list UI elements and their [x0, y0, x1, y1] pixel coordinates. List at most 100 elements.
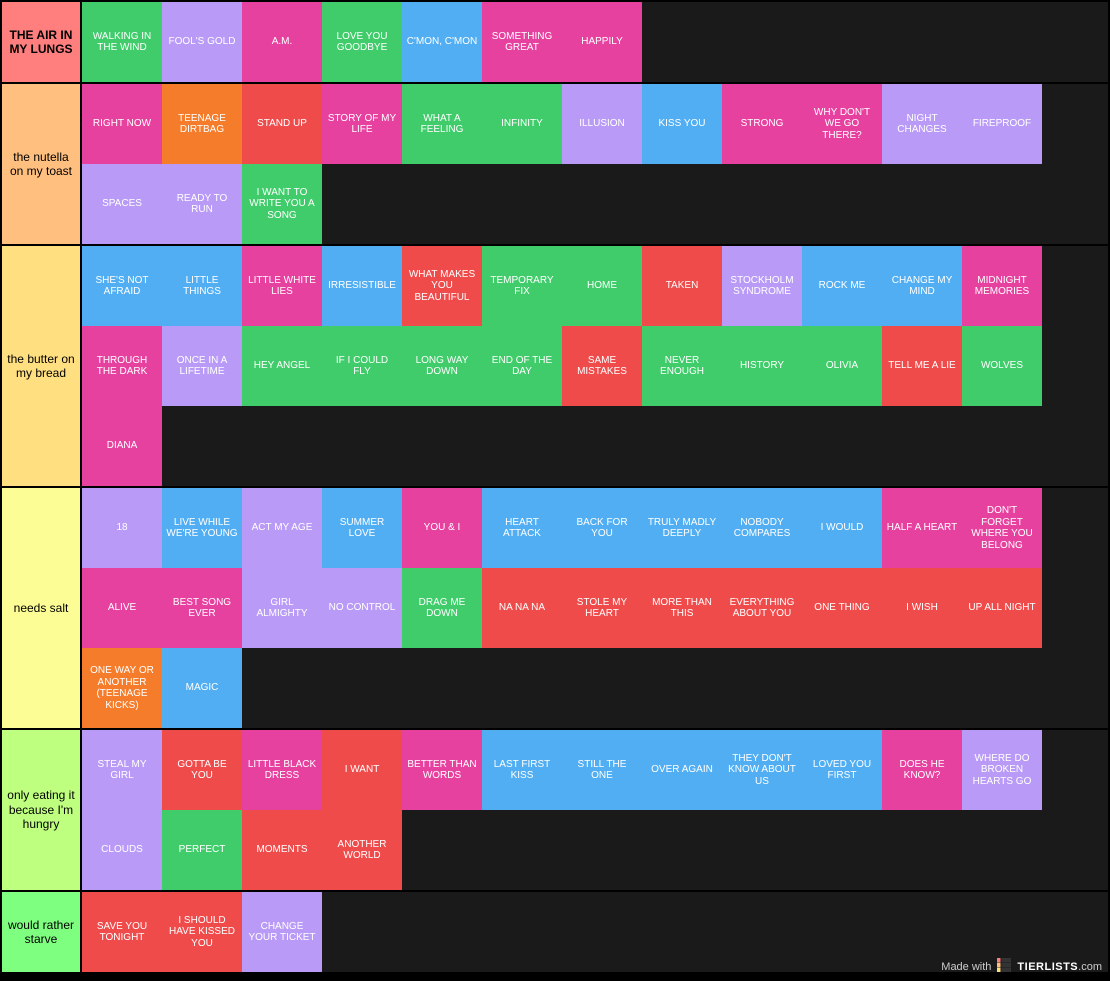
tier-item[interactable]: I WISH [882, 568, 962, 648]
tier-item[interactable]: TEENAGE DIRTBAG [162, 84, 242, 164]
tier-item[interactable]: END OF THE DAY [482, 326, 562, 406]
tier-c-label[interactable]: needs salt [2, 488, 82, 728]
tier-item[interactable]: HEY ANGEL [242, 326, 322, 406]
tier-item[interactable]: CLOUDS [82, 810, 162, 890]
tier-item[interactable]: I SHOULD HAVE KISSED YOU [162, 892, 242, 972]
tier-item[interactable]: INFINITY [482, 84, 562, 164]
tier-item[interactable]: GOTTA BE YOU [162, 730, 242, 810]
tier-item[interactable]: A.M. [242, 2, 322, 82]
tier-item[interactable]: LIVE WHILE WE'RE YOUNG [162, 488, 242, 568]
tier-item[interactable]: RIGHT NOW [82, 84, 162, 164]
tier-item[interactable]: ONCE IN A LIFETIME [162, 326, 242, 406]
tier-item[interactable]: YOU & I [402, 488, 482, 568]
tier-item[interactable]: 18 [82, 488, 162, 568]
tier-item[interactable]: BETTER THAN WORDS [402, 730, 482, 810]
tier-item[interactable]: CHANGE YOUR TICKET [242, 892, 322, 972]
tier-item[interactable]: FOOL'S GOLD [162, 2, 242, 82]
tier-item[interactable]: TEMPORARY FIX [482, 246, 562, 326]
tier-item[interactable]: SPACES [82, 164, 162, 244]
tier-item[interactable]: DON'T FORGET WHERE YOU BELONG [962, 488, 1042, 568]
tier-item[interactable]: LITTLE WHITE LIES [242, 246, 322, 326]
tier-item[interactable]: LONG WAY DOWN [402, 326, 482, 406]
tier-item[interactable]: MAGIC [162, 648, 242, 728]
tier-item[interactable]: ONE THING [802, 568, 882, 648]
tier-item[interactable]: DRAG ME DOWN [402, 568, 482, 648]
tier-item[interactable]: THEY DON'T KNOW ABOUT US [722, 730, 802, 810]
tier-item[interactable]: IRRESISTIBLE [322, 246, 402, 326]
tier-item[interactable]: HEART ATTACK [482, 488, 562, 568]
tier-item[interactable]: READY TO RUN [162, 164, 242, 244]
tier-item[interactable]: MIDNIGHT MEMORIES [962, 246, 1042, 326]
tier-item[interactable]: KISS YOU [642, 84, 722, 164]
tier-item[interactable]: ILLUSION [562, 84, 642, 164]
tier-item[interactable]: WALKING IN THE WIND [82, 2, 162, 82]
tier-item[interactable]: OVER AGAIN [642, 730, 722, 810]
tier-item[interactable]: STOLE MY HEART [562, 568, 642, 648]
tier-item[interactable]: STEAL MY GIRL [82, 730, 162, 810]
tier-item[interactable]: GIRL ALMIGHTY [242, 568, 322, 648]
tier-item[interactable]: HOME [562, 246, 642, 326]
tier-item[interactable]: OLIVIA [802, 326, 882, 406]
tier-item[interactable]: WHAT MAKES YOU BEAUTIFUL [402, 246, 482, 326]
tier-item[interactable]: HAPPILY [562, 2, 642, 82]
tier-item[interactable]: UP ALL NIGHT [962, 568, 1042, 648]
tier-item[interactable]: DOES HE KNOW? [882, 730, 962, 810]
tier-item[interactable]: ROCK ME [802, 246, 882, 326]
tier-item[interactable]: ONE WAY OR ANOTHER (TEENAGE KICKS) [82, 648, 162, 728]
tier-item[interactable]: WHY DON'T WE GO THERE? [802, 84, 882, 164]
tier-b-label[interactable]: the butter on my bread [2, 246, 82, 486]
tier-item[interactable]: WHAT A FEELING [402, 84, 482, 164]
tier-item[interactable]: WOLVES [962, 326, 1042, 406]
tier-item[interactable]: SOMETHING GREAT [482, 2, 562, 82]
tier-item[interactable]: EVERYTHING ABOUT YOU [722, 568, 802, 648]
tier-item[interactable]: THROUGH THE DARK [82, 326, 162, 406]
tier-item[interactable]: DIANA [82, 406, 162, 486]
tier-item[interactable]: FIREPROOF [962, 84, 1042, 164]
tier-item[interactable]: ANOTHER WORLD [322, 810, 402, 890]
tier-a-label[interactable]: the nutella on my toast [2, 84, 82, 244]
tier-item[interactable]: STAND UP [242, 84, 322, 164]
tier-item[interactable]: STOCKHOLM SYNDROME [722, 246, 802, 326]
tier-item[interactable]: TELL ME A LIE [882, 326, 962, 406]
tier-item[interactable]: LAST FIRST KISS [482, 730, 562, 810]
tier-item[interactable]: MOMENTS [242, 810, 322, 890]
tier-item[interactable]: TAKEN [642, 246, 722, 326]
tier-item[interactable]: STILL THE ONE [562, 730, 642, 810]
tier-item[interactable]: NIGHT CHANGES [882, 84, 962, 164]
tier-item[interactable]: I WANT [322, 730, 402, 810]
tier-item[interactable]: WHERE DO BROKEN HEARTS GO [962, 730, 1042, 810]
tier-item[interactable]: NOBODY COMPARES [722, 488, 802, 568]
tier-item[interactable]: SAVE YOU TONIGHT [82, 892, 162, 972]
tier-item[interactable]: PERFECT [162, 810, 242, 890]
tier-item[interactable]: HISTORY [722, 326, 802, 406]
tier-item[interactable]: I WANT TO WRITE YOU A SONG [242, 164, 322, 244]
tier-item[interactable]: MORE THAN THIS [642, 568, 722, 648]
tier-item[interactable]: SUMMER LOVE [322, 488, 402, 568]
tier-item[interactable]: LITTLE THINGS [162, 246, 242, 326]
watermark: Made with TIERLISTS.com [941, 958, 1102, 975]
tier-item[interactable]: SHE'S NOT AFRAID [82, 246, 162, 326]
tier-item[interactable]: ACT MY AGE [242, 488, 322, 568]
tier-item[interactable]: I WOULD [802, 488, 882, 568]
tier-item[interactable]: STRONG [722, 84, 802, 164]
tier-s-label[interactable]: THE AIR IN MY LUNGS [2, 2, 82, 82]
tier-item[interactable]: LITTLE BLACK DRESS [242, 730, 322, 810]
tier-item[interactable]: BACK FOR YOU [562, 488, 642, 568]
tier-item[interactable]: BEST SONG EVER [162, 568, 242, 648]
tier-item[interactable]: HALF A HEART [882, 488, 962, 568]
tier-item[interactable]: NEVER ENOUGH [642, 326, 722, 406]
tier-item[interactable]: C'MON, C'MON [402, 2, 482, 82]
tier-item[interactable]: LOVE YOU GOODBYE [322, 2, 402, 82]
tier-item[interactable]: SAME MISTAKES [562, 326, 642, 406]
tier-f-label[interactable]: would rather starve [2, 892, 82, 972]
tier-item[interactable]: TRULY MADLY DEEPLY [642, 488, 722, 568]
tier-item[interactable]: CHANGE MY MIND [882, 246, 962, 326]
tier-item[interactable]: STORY OF MY LIFE [322, 84, 402, 164]
tierlists-icon [997, 958, 1011, 975]
tier-item[interactable]: NO CONTROL [322, 568, 402, 648]
tier-d-label[interactable]: only eating it because I'm hungry [2, 730, 82, 890]
tier-item[interactable]: LOVED YOU FIRST [802, 730, 882, 810]
tier-item[interactable]: ALIVE [82, 568, 162, 648]
tier-item[interactable]: NA NA NA [482, 568, 562, 648]
tier-item[interactable]: IF I COULD FLY [322, 326, 402, 406]
